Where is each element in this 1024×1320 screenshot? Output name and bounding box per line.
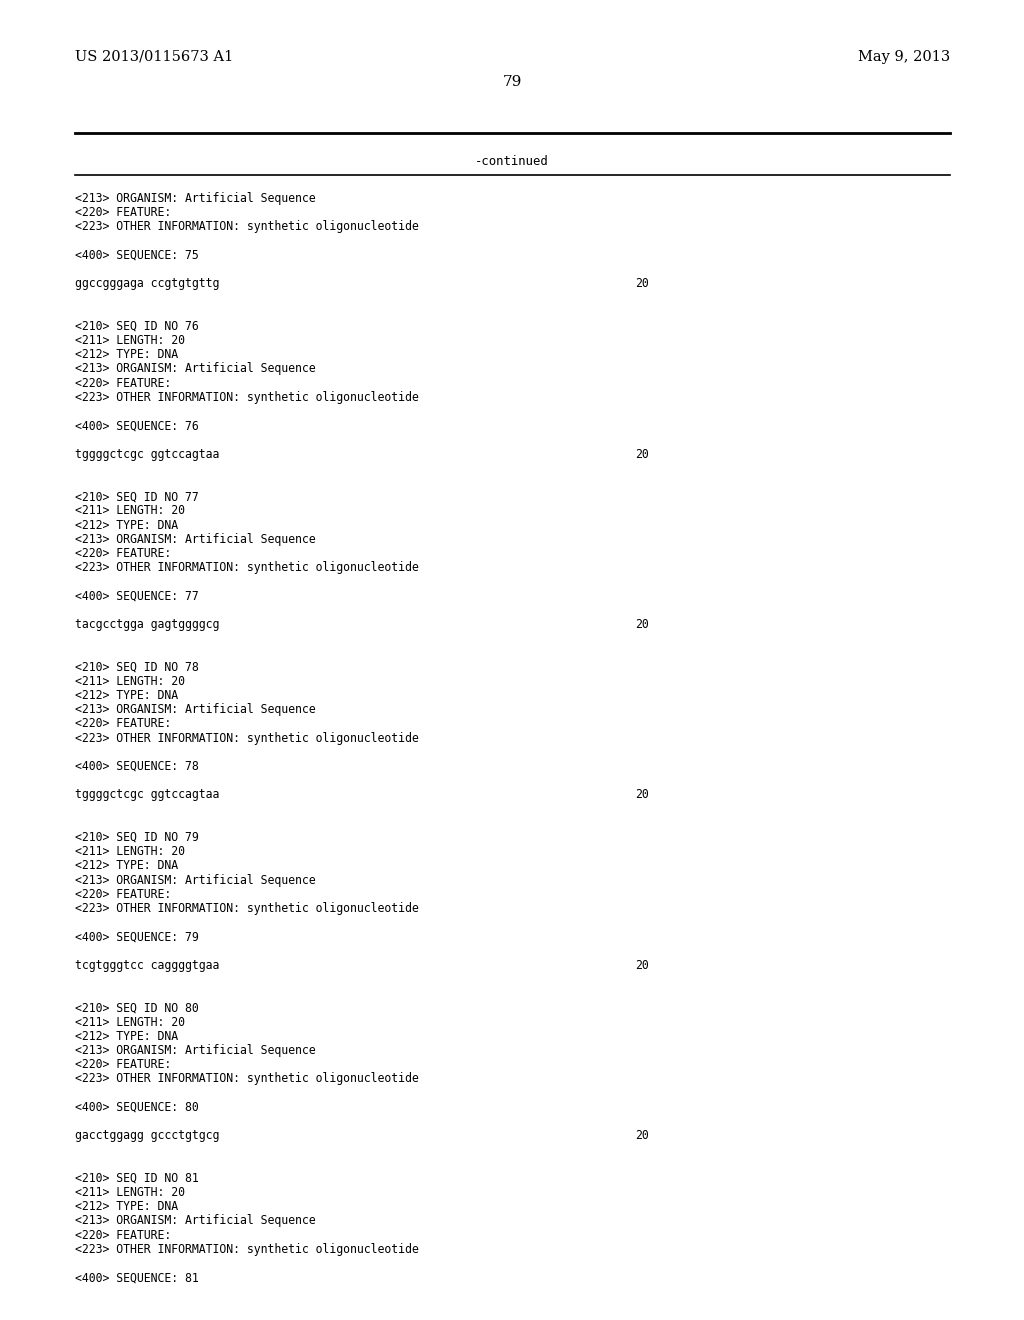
Text: 20: 20 bbox=[635, 788, 649, 801]
Text: <220> FEATURE:: <220> FEATURE: bbox=[75, 546, 171, 560]
Text: <213> ORGANISM: Artificial Sequence: <213> ORGANISM: Artificial Sequence bbox=[75, 363, 315, 375]
Text: <210> SEQ ID NO 81: <210> SEQ ID NO 81 bbox=[75, 1172, 199, 1185]
Text: <213> ORGANISM: Artificial Sequence: <213> ORGANISM: Artificial Sequence bbox=[75, 1044, 315, 1057]
Text: <220> FEATURE:: <220> FEATURE: bbox=[75, 888, 171, 900]
Text: <400> SEQUENCE: 80: <400> SEQUENCE: 80 bbox=[75, 1101, 199, 1114]
Text: <220> FEATURE:: <220> FEATURE: bbox=[75, 1059, 171, 1072]
Text: tggggctcgc ggtccagtaa: tggggctcgc ggtccagtaa bbox=[75, 447, 219, 461]
Text: <211> LENGTH: 20: <211> LENGTH: 20 bbox=[75, 334, 185, 347]
Text: <210> SEQ ID NO 78: <210> SEQ ID NO 78 bbox=[75, 660, 199, 673]
Text: <400> SEQUENCE: 77: <400> SEQUENCE: 77 bbox=[75, 590, 199, 603]
Text: <220> FEATURE:: <220> FEATURE: bbox=[75, 206, 171, 219]
Text: <211> LENGTH: 20: <211> LENGTH: 20 bbox=[75, 1015, 185, 1028]
Text: <400> SEQUENCE: 75: <400> SEQUENCE: 75 bbox=[75, 248, 199, 261]
Text: <210> SEQ ID NO 77: <210> SEQ ID NO 77 bbox=[75, 490, 199, 503]
Text: <211> LENGTH: 20: <211> LENGTH: 20 bbox=[75, 504, 185, 517]
Text: -continued: -continued bbox=[475, 154, 549, 168]
Text: <223> OTHER INFORMATION: synthetic oligonucleotide: <223> OTHER INFORMATION: synthetic oligo… bbox=[75, 731, 419, 744]
Text: <223> OTHER INFORMATION: synthetic oligonucleotide: <223> OTHER INFORMATION: synthetic oligo… bbox=[75, 561, 419, 574]
Text: 20: 20 bbox=[635, 1129, 649, 1142]
Text: May 9, 2013: May 9, 2013 bbox=[858, 50, 950, 63]
Text: ggccgggaga ccgtgtgttg: ggccgggaga ccgtgtgttg bbox=[75, 277, 219, 290]
Text: <223> OTHER INFORMATION: synthetic oligonucleotide: <223> OTHER INFORMATION: synthetic oligo… bbox=[75, 1072, 419, 1085]
Text: <400> SEQUENCE: 81: <400> SEQUENCE: 81 bbox=[75, 1271, 199, 1284]
Text: gacctggagg gccctgtgcg: gacctggagg gccctgtgcg bbox=[75, 1129, 219, 1142]
Text: <212> TYPE: DNA: <212> TYPE: DNA bbox=[75, 519, 178, 532]
Text: 20: 20 bbox=[635, 447, 649, 461]
Text: 79: 79 bbox=[503, 75, 521, 88]
Text: US 2013/0115673 A1: US 2013/0115673 A1 bbox=[75, 50, 233, 63]
Text: <220> FEATURE:: <220> FEATURE: bbox=[75, 717, 171, 730]
Text: <213> ORGANISM: Artificial Sequence: <213> ORGANISM: Artificial Sequence bbox=[75, 533, 315, 545]
Text: <223> OTHER INFORMATION: synthetic oligonucleotide: <223> OTHER INFORMATION: synthetic oligo… bbox=[75, 220, 419, 234]
Text: 20: 20 bbox=[635, 958, 649, 972]
Text: <223> OTHER INFORMATION: synthetic oligonucleotide: <223> OTHER INFORMATION: synthetic oligo… bbox=[75, 902, 419, 915]
Text: <210> SEQ ID NO 76: <210> SEQ ID NO 76 bbox=[75, 319, 199, 333]
Text: <212> TYPE: DNA: <212> TYPE: DNA bbox=[75, 348, 178, 362]
Text: <212> TYPE: DNA: <212> TYPE: DNA bbox=[75, 689, 178, 702]
Text: <212> TYPE: DNA: <212> TYPE: DNA bbox=[75, 859, 178, 873]
Text: 20: 20 bbox=[635, 618, 649, 631]
Text: <211> LENGTH: 20: <211> LENGTH: 20 bbox=[75, 675, 185, 688]
Text: <213> ORGANISM: Artificial Sequence: <213> ORGANISM: Artificial Sequence bbox=[75, 874, 315, 887]
Text: <220> FEATURE:: <220> FEATURE: bbox=[75, 376, 171, 389]
Text: <220> FEATURE:: <220> FEATURE: bbox=[75, 1229, 171, 1242]
Text: <212> TYPE: DNA: <212> TYPE: DNA bbox=[75, 1200, 178, 1213]
Text: tacgcctgga gagtggggcg: tacgcctgga gagtggggcg bbox=[75, 618, 219, 631]
Text: <400> SEQUENCE: 78: <400> SEQUENCE: 78 bbox=[75, 760, 199, 774]
Text: <400> SEQUENCE: 76: <400> SEQUENCE: 76 bbox=[75, 420, 199, 432]
Text: <223> OTHER INFORMATION: synthetic oligonucleotide: <223> OTHER INFORMATION: synthetic oligo… bbox=[75, 1243, 419, 1255]
Text: tcgtgggtcc caggggtgaa: tcgtgggtcc caggggtgaa bbox=[75, 958, 219, 972]
Text: <210> SEQ ID NO 80: <210> SEQ ID NO 80 bbox=[75, 1002, 199, 1014]
Text: <211> LENGTH: 20: <211> LENGTH: 20 bbox=[75, 1185, 185, 1199]
Text: <210> SEQ ID NO 79: <210> SEQ ID NO 79 bbox=[75, 832, 199, 843]
Text: <213> ORGANISM: Artificial Sequence: <213> ORGANISM: Artificial Sequence bbox=[75, 1214, 315, 1228]
Text: <213> ORGANISM: Artificial Sequence: <213> ORGANISM: Artificial Sequence bbox=[75, 704, 315, 717]
Text: <213> ORGANISM: Artificial Sequence: <213> ORGANISM: Artificial Sequence bbox=[75, 191, 315, 205]
Text: <212> TYPE: DNA: <212> TYPE: DNA bbox=[75, 1030, 178, 1043]
Text: <223> OTHER INFORMATION: synthetic oligonucleotide: <223> OTHER INFORMATION: synthetic oligo… bbox=[75, 391, 419, 404]
Text: 20: 20 bbox=[635, 277, 649, 290]
Text: tggggctcgc ggtccagtaa: tggggctcgc ggtccagtaa bbox=[75, 788, 219, 801]
Text: <400> SEQUENCE: 79: <400> SEQUENCE: 79 bbox=[75, 931, 199, 944]
Text: <211> LENGTH: 20: <211> LENGTH: 20 bbox=[75, 845, 185, 858]
